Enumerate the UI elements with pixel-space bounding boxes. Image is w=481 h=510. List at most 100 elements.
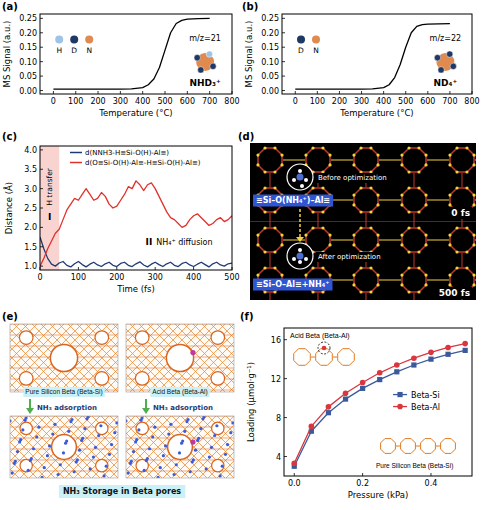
- x-tick-label: 800: [464, 97, 479, 106]
- nh3-molecule: [199, 427, 202, 430]
- si-atom: [448, 273, 451, 276]
- nh3-molecule: [153, 426, 156, 429]
- lattice-line: [229, 324, 234, 392]
- si-atom: [407, 226, 410, 229]
- highlight-circle: [287, 243, 313, 269]
- lattice-line: [126, 416, 171, 478]
- panel-letter: (e): [2, 311, 18, 322]
- nh3-molecule: [173, 473, 176, 476]
- lattice-line: [154, 416, 216, 478]
- framework-bond: [379, 160, 401, 161]
- si-atom: [376, 153, 379, 156]
- structure-label: Acid Beta (Beta-Al): [152, 388, 207, 396]
- legend-swatch: [70, 152, 82, 154]
- lattice-line: [130, 324, 198, 392]
- legend-label: Beta-Al: [411, 403, 440, 412]
- si-atom: [472, 153, 475, 156]
- si-atom: [352, 163, 355, 166]
- y-axis-title: Distance (Å): [3, 182, 14, 234]
- nh3-molecule: [132, 450, 135, 453]
- nh3-molecule: [69, 420, 72, 423]
- lattice-line: [10, 416, 46, 478]
- beta-structure: [126, 324, 234, 392]
- lattice-line: [29, 416, 91, 478]
- nh3-molecule: [80, 439, 83, 442]
- framework-bond: [475, 200, 476, 201]
- si-atom: [472, 203, 475, 206]
- nh3-molecule: [83, 427, 86, 430]
- si-atom: [448, 203, 451, 206]
- nh3-molecule: [43, 466, 46, 469]
- si-atom: [424, 273, 427, 276]
- atom-label: N: [313, 46, 319, 55]
- y-tick-label: 0.10: [19, 58, 37, 67]
- legend-marker: [397, 404, 403, 410]
- x-tick-label: 700: [202, 97, 217, 106]
- si-atom: [263, 170, 266, 173]
- framework-bond: [283, 160, 305, 161]
- si-atom: [359, 290, 362, 293]
- si-atom: [417, 170, 420, 173]
- si-atom: [369, 146, 372, 149]
- lattice-line: [208, 416, 234, 478]
- si-atom: [352, 243, 355, 246]
- mz-label: m/z=21: [189, 34, 221, 43]
- si-atom: [359, 146, 362, 149]
- md-snapshots: Before optimization≡Si–O(NH₄⁺)–Al≡0 fsAf…: [250, 143, 481, 307]
- framework-ring: [258, 148, 282, 172]
- framework-ring: [402, 228, 426, 252]
- nh3-molecule: [178, 451, 181, 454]
- y-tick-label: 0.25: [261, 14, 279, 23]
- nh3-molecule: [57, 473, 60, 476]
- nh3-molecule: [167, 433, 170, 436]
- si-atom: [465, 250, 468, 253]
- framework-bond: [416, 446, 420, 447]
- text-patch: [23, 387, 104, 397]
- lattice-line: [74, 416, 118, 478]
- framework-ring: [316, 349, 333, 366]
- data-point: [360, 386, 365, 391]
- nh3-molecule: [148, 447, 151, 450]
- nh3-molecule: [46, 454, 49, 457]
- pore: [136, 422, 148, 434]
- nh3-molecule: [183, 430, 186, 433]
- nh3-molecule: [185, 420, 188, 423]
- si-atom: [407, 210, 410, 213]
- si-atom: [321, 146, 324, 149]
- si-atom: [407, 250, 410, 253]
- si-atom: [400, 283, 403, 286]
- si-atom: [321, 266, 324, 269]
- x-tick-label: 100: [68, 97, 83, 106]
- text-patch: [316, 252, 383, 262]
- si-atom: [417, 266, 420, 269]
- si-atom: [472, 243, 475, 246]
- si-atom: [407, 170, 410, 173]
- x-axis-title: Pressure (kPa): [348, 490, 409, 500]
- mz-label: m/z=22: [430, 34, 462, 43]
- nh3-molecule: [113, 431, 116, 434]
- region-label: I: [48, 212, 51, 222]
- framework-bond: [427, 240, 449, 241]
- nh3-molecule: [102, 474, 105, 477]
- x-tick-label: 200: [109, 273, 124, 282]
- lattice-line: [86, 324, 118, 392]
- y-tick-label: 4.0: [24, 146, 37, 155]
- chart-panel: 0.00.20.4481216Pressure (kPa)Loading (μm…: [240, 311, 472, 500]
- si-atom: [369, 186, 372, 189]
- nh3-molecule: [53, 423, 56, 426]
- nh3-molecule: [221, 465, 224, 468]
- data-point: [377, 377, 382, 382]
- nh3-molecule: [137, 428, 140, 431]
- nh3-molecule: [145, 459, 148, 462]
- nh3-molecule: [134, 440, 137, 443]
- y-tick-label: 1.5: [24, 243, 37, 252]
- beta-structure: [126, 416, 234, 478]
- lattice-line: [74, 416, 118, 478]
- framework-bond: [462, 173, 463, 187]
- si-atom: [256, 163, 259, 166]
- x-tick-label: 0: [51, 97, 56, 106]
- y-tick-label: 0.25: [19, 14, 37, 23]
- framework-ring: [441, 439, 456, 454]
- structure-frame: [10, 324, 118, 392]
- lattice-line: [145, 416, 207, 478]
